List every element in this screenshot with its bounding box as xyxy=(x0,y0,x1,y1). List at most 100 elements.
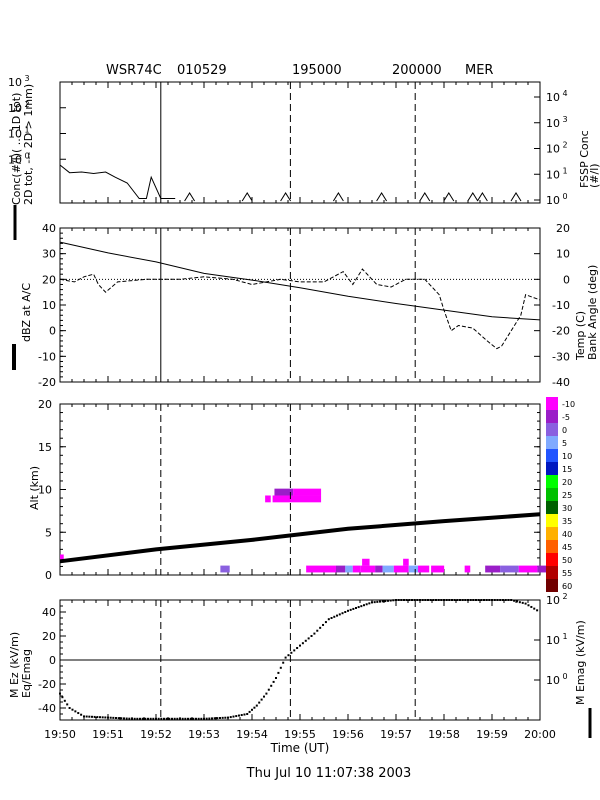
x-tick-label: 19:52 xyxy=(140,728,172,741)
ez-point xyxy=(443,599,445,601)
header-time-2: 200000 xyxy=(392,63,442,78)
ez-point xyxy=(125,717,128,720)
ez-point xyxy=(403,599,405,601)
ez-point xyxy=(275,677,277,679)
conc-spike-mark xyxy=(467,192,479,202)
ez-point xyxy=(163,717,165,720)
ez-point xyxy=(304,639,307,642)
emag-right-tick-label: 10 0 xyxy=(546,672,568,687)
ez-left-tick-label: -40 xyxy=(38,702,56,715)
legend-level-label: 60 xyxy=(562,582,572,591)
ez-point xyxy=(507,599,510,601)
ez-point xyxy=(330,617,333,619)
ez-point xyxy=(530,605,533,608)
ez-point xyxy=(360,605,363,608)
alt-tick-label: 15 xyxy=(38,441,52,454)
dbz-left-tick-label: -10 xyxy=(38,350,56,363)
ez-point xyxy=(282,661,285,664)
reflectivity-plot: 40 30 20 10 0 -10 -20 20 10 0 -10 -20 -30 -40 xyxy=(38,222,570,389)
x-tick-label: 19:51 xyxy=(92,728,124,741)
radar-cell xyxy=(293,488,322,496)
conc-spike-mark xyxy=(376,192,388,202)
ez-point xyxy=(533,607,536,610)
ez-point xyxy=(189,717,192,720)
time-markers xyxy=(160,82,416,720)
conc-spike-mark xyxy=(241,192,253,202)
legend-swatch xyxy=(546,501,558,514)
temp-right-label: Temp (C) xyxy=(574,311,587,361)
temp-right-tick-label: 20 xyxy=(556,222,570,235)
ez-point xyxy=(307,637,310,640)
ez-point xyxy=(536,609,539,612)
radar-cell xyxy=(265,495,271,503)
legend-level-label: 20 xyxy=(562,478,572,487)
ez-point xyxy=(219,717,221,719)
ez-point xyxy=(299,644,301,647)
ez-point xyxy=(184,717,187,720)
conc-right-tick-label: 10 0 xyxy=(546,192,568,207)
ez-point xyxy=(141,717,144,720)
ez-point xyxy=(203,717,205,720)
ez-point xyxy=(205,717,208,720)
dbz-left-tick-label: 10 xyxy=(42,299,56,312)
ez-point xyxy=(93,715,96,718)
radar-cell xyxy=(408,565,419,573)
ez-point xyxy=(392,599,395,602)
radar-cell xyxy=(274,488,294,496)
ez-point xyxy=(518,601,521,604)
conc-spike-mark xyxy=(419,192,431,202)
ez-point xyxy=(419,599,421,601)
ez-point xyxy=(152,717,155,720)
legend-swatch xyxy=(546,475,558,488)
legend-level-label: 50 xyxy=(562,556,572,565)
temp-right-tick-label: -30 xyxy=(552,350,570,363)
ez-point xyxy=(485,599,488,601)
ez-point xyxy=(338,613,341,616)
dbz-left-tick-label: 40 xyxy=(42,222,56,235)
ez-point xyxy=(491,599,493,601)
ez-point xyxy=(195,717,197,720)
conc-right-tick-label: 10 2 xyxy=(546,141,568,156)
ez-point xyxy=(504,599,507,601)
radar-cell xyxy=(464,565,471,573)
ez-point xyxy=(101,716,104,719)
ez-point xyxy=(258,701,261,704)
radar-cell xyxy=(360,565,376,573)
conc-right-tick-label: 10 1 xyxy=(546,166,568,181)
ez-point xyxy=(368,602,371,605)
legend-level-label: 0 xyxy=(562,426,567,435)
header-radar: WSR74C xyxy=(106,63,162,78)
ez-point xyxy=(63,699,66,702)
legend-swatch xyxy=(546,527,558,540)
ez-point xyxy=(216,717,219,720)
ez-point xyxy=(357,606,360,609)
ez-point xyxy=(237,714,240,717)
ez-point xyxy=(96,716,99,719)
ez-point xyxy=(221,716,224,719)
ez-point xyxy=(235,715,238,718)
ez-point xyxy=(437,599,440,601)
radar-cell xyxy=(518,565,538,573)
legend-level-label: 35 xyxy=(562,517,572,526)
ez-point xyxy=(397,599,400,601)
ez-point xyxy=(416,599,419,601)
ez-point xyxy=(445,599,448,601)
ez-point xyxy=(429,599,432,601)
ez-point xyxy=(424,599,427,601)
radar-cell xyxy=(403,558,409,566)
ez-point xyxy=(139,717,141,720)
legend-swatch xyxy=(546,553,558,566)
ez-point xyxy=(66,703,69,706)
ez-left-tick-label: -20 xyxy=(38,678,56,691)
ez-point xyxy=(405,599,408,601)
ez-point xyxy=(352,607,355,610)
legend-level-label: 40 xyxy=(562,530,572,539)
ez-point xyxy=(107,716,109,719)
legend-level-label: -5 xyxy=(562,413,570,422)
ez-point xyxy=(74,710,77,713)
legend-swatch xyxy=(546,397,558,410)
header-date: 010529 xyxy=(177,63,227,78)
ez-point xyxy=(88,715,91,718)
aircraft-track xyxy=(59,512,541,564)
ez-point xyxy=(117,717,120,720)
